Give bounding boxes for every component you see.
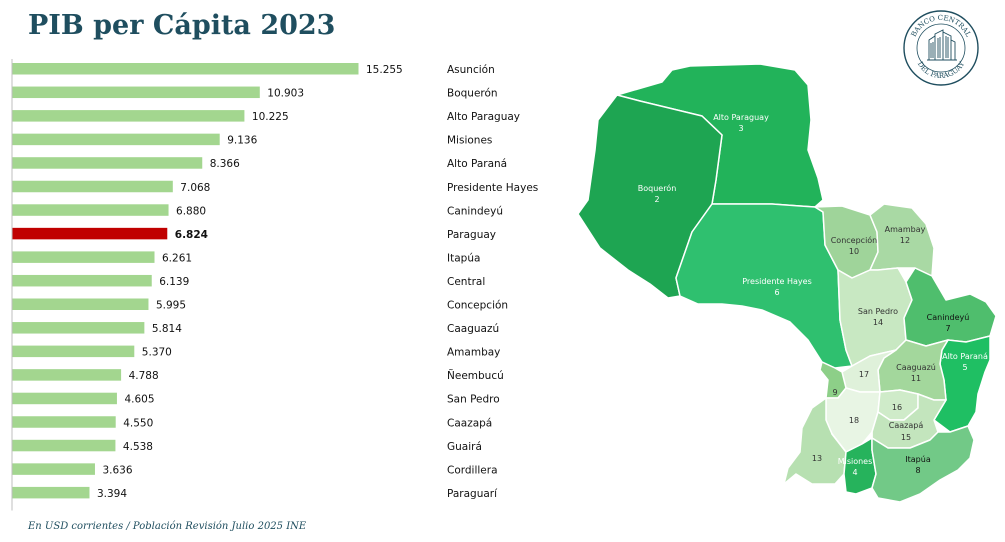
category-label-caazapa: Caazapá: [447, 417, 492, 429]
category-label-canindeyu: Canindeyú: [447, 205, 503, 217]
map-rank-boqueron: 2: [654, 195, 659, 204]
map-rank-caaguazu: 11: [911, 374, 921, 383]
value-label-concepcion: 5.995: [156, 300, 186, 312]
bar-misiones: [12, 133, 220, 146]
value-label-san-pedro: 4.605: [124, 394, 154, 406]
category-label-alto-parana: Alto Paraná: [447, 158, 507, 170]
map-label-san-pedro: San Pedro: [858, 307, 898, 316]
map-rank-presidente-hayes: 6: [774, 288, 779, 297]
page-title: PIB per Cápita 2023: [28, 10, 336, 41]
map-rank-caazapa: 15: [901, 433, 911, 442]
category-label-presidente-hayes: Presidente Hayes: [447, 182, 538, 194]
bar-itapua: [12, 251, 155, 263]
map-rank-canindeyu: 7: [945, 324, 950, 333]
value-label-itapua: 6.261: [162, 252, 192, 264]
map-rank-18: 18: [849, 416, 859, 425]
category-label-caaguazu: Caaguazú: [447, 323, 499, 335]
value-label-amambay: 5.370: [142, 347, 172, 359]
category-label-paraguari: Paraguarí: [447, 488, 498, 500]
category-label-central: Central: [447, 276, 485, 288]
map-rank-16: 16: [892, 403, 902, 412]
category-label-amambay: Amambay: [447, 347, 500, 359]
category-label-misiones: Misiones: [447, 135, 492, 147]
bar-alto-parana: [12, 157, 203, 169]
value-label-alto-paraguay: 10.225: [252, 111, 289, 123]
category-label-paraguay: Paraguay: [447, 229, 496, 241]
bar-canindeyu: [12, 204, 169, 216]
map-rank-alto-parana: 5: [962, 363, 967, 372]
bar-alto-paraguay: [12, 110, 245, 122]
category-label-san-pedro: San Pedro: [447, 394, 500, 406]
map-label-caazapa: Caazapá: [889, 421, 924, 430]
map-rank-misiones: 4: [852, 468, 857, 477]
value-label-canindeyu: 6.880: [176, 205, 206, 217]
bar-asuncion: [12, 63, 359, 75]
value-label-neembucu: 4.788: [129, 370, 159, 382]
category-label-neembucu: Ñeembucú: [447, 369, 504, 382]
map-label-alto-parana: Alto Paraná: [942, 352, 988, 361]
bar-neembucu: [12, 369, 122, 381]
map-label-canindeyu: Canindeyú: [927, 313, 970, 322]
category-label-asuncion: Asunción: [447, 64, 495, 76]
value-label-paraguari: 3.394: [97, 488, 127, 500]
bar-central: [12, 274, 152, 287]
map-rank-9: 9: [832, 388, 837, 397]
category-label-concepcion: Concepción: [447, 300, 508, 312]
map-rank-concepcion: 10: [849, 247, 859, 256]
map-region-itapua: [871, 425, 975, 503]
map-region-canindeyu: [903, 267, 997, 347]
category-label-guaira: Guairá: [447, 441, 482, 453]
map-label-amambay: Amambay: [885, 225, 926, 234]
value-label-boqueron: 10.903: [267, 88, 304, 100]
map-rank-13: 13: [812, 454, 822, 463]
value-label-guaira: 4.538: [123, 441, 153, 453]
map-label-concepcion: Concepción: [831, 235, 878, 245]
map-label-itapua: Itapúa: [905, 455, 931, 464]
value-label-asuncion: 15.255: [366, 64, 403, 76]
bar-cordillera: [12, 463, 95, 475]
footnote: En USD corrientes / Población Revisión J…: [28, 521, 307, 532]
paraguay-map: Alto Paraguay 3 Boquerón 2 Presidente Ha…: [577, 63, 997, 503]
value-label-central: 6.139: [159, 276, 189, 288]
bar-presidente-hayes: [12, 180, 173, 193]
value-label-paraguay: 6.824: [175, 229, 208, 241]
map-label-misiones: Misiones: [838, 457, 873, 466]
banco-central-logo: BANCO CENTRAL DEL PARAGUAY: [903, 10, 979, 86]
category-label-alto-paraguay: Alto Paraguay: [447, 111, 520, 123]
map-label-presidente-hayes: Presidente Hayes: [742, 277, 812, 286]
bar-san-pedro: [12, 392, 117, 405]
bar-amambay: [12, 345, 135, 358]
bar-paraguay: [12, 227, 168, 240]
map-rank-itapua: 8: [915, 466, 920, 475]
value-label-presidente-hayes: 7.068: [180, 182, 210, 194]
bar-caaguazu: [12, 322, 145, 334]
map-rank-amambay: 12: [900, 236, 910, 245]
value-label-alto-parana: 8.366: [210, 158, 240, 170]
bar-caazapa: [12, 416, 116, 428]
value-label-misiones: 9.136: [227, 135, 257, 147]
map-rank-17: 17: [859, 370, 869, 379]
value-label-caaguazu: 5.814: [152, 323, 182, 335]
bar-paraguari: [12, 486, 90, 499]
bar-guaira: [12, 439, 116, 452]
map-label-caaguazu: Caaguazú: [896, 363, 936, 372]
category-label-itapua: Itapúa: [447, 252, 480, 264]
map-label-alto-paraguay: Alto Paraguay: [713, 113, 769, 122]
bar-boqueron: [12, 86, 260, 99]
category-label-cordillera: Cordillera: [447, 464, 498, 476]
map-rank-alto-paraguay: 3: [738, 124, 743, 133]
map-label-boqueron: Boquerón: [638, 183, 677, 193]
category-label-boqueron: Boquerón: [447, 88, 498, 100]
value-label-cordillera: 3.636: [102, 464, 132, 476]
map-rank-san-pedro: 14: [873, 318, 883, 327]
bar-chart: 15.255 Asunción 10.903 Boquerón 10.225 Alto P…: [11, 59, 538, 511]
value-label-caazapa: 4.550: [123, 417, 153, 429]
bar-concepcion: [12, 298, 149, 310]
